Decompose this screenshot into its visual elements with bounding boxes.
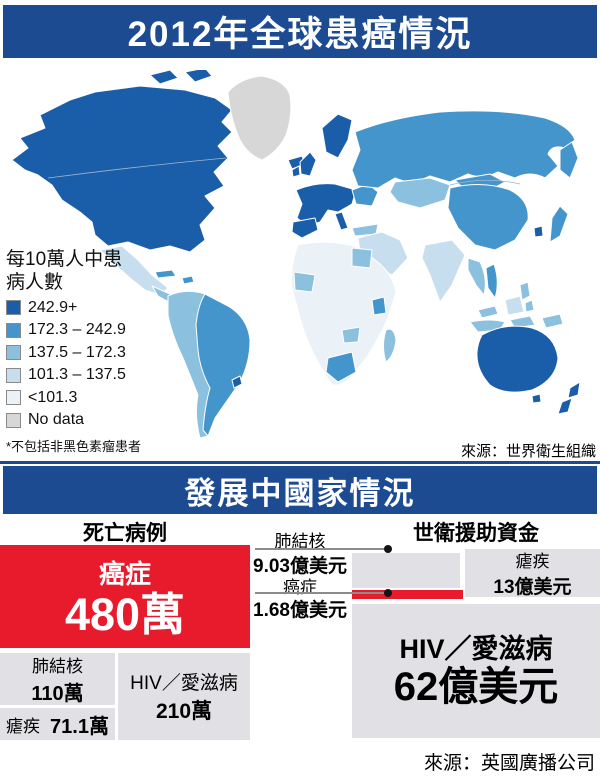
funding-malaria-value: 13億美元 bbox=[493, 577, 572, 598]
region-madagascar bbox=[383, 328, 397, 363]
funding-tb-callout-dot bbox=[384, 545, 392, 553]
legend-swatch-0 bbox=[6, 300, 21, 315]
region-ireland bbox=[291, 165, 301, 178]
funding-cancer-value: 1.68億美元 bbox=[253, 600, 347, 621]
section2-source: 來源：英國廣播公司 bbox=[423, 753, 595, 774]
map-legend: 每10萬人中患 病人數 242.9+ 172.3 – 242.9 137.5 –… bbox=[6, 248, 141, 455]
legend-item: 101.3 – 137.5 bbox=[6, 366, 141, 384]
deaths-heading: 死亡病例 bbox=[83, 522, 167, 545]
deaths-tb-box: 肺結核 110萬 bbox=[0, 653, 115, 705]
legend-label: <101.3 bbox=[28, 388, 78, 406]
region-south-korea bbox=[533, 225, 544, 238]
funding-heading: 世衛援助資金 bbox=[413, 522, 539, 545]
border-russia-china bbox=[449, 179, 521, 186]
deaths-hiv-box: HIV／愛滋病 210萬 bbox=[118, 653, 250, 740]
region-russia bbox=[351, 110, 576, 189]
region-south-america-east bbox=[195, 293, 251, 437]
region-vietnam bbox=[485, 263, 498, 299]
legend-swatch-5 bbox=[6, 412, 21, 428]
section2-title: 發展中國家情況 bbox=[184, 475, 416, 511]
legend-swatch-1 bbox=[6, 322, 21, 338]
legend-title-line2: 病人數 bbox=[6, 272, 64, 293]
deaths-cancer-box: 癌症 480萬 bbox=[0, 545, 250, 648]
region-tasmania bbox=[531, 393, 542, 404]
region-uk bbox=[299, 151, 317, 177]
deaths-hiv-value: 210萬 bbox=[155, 700, 213, 723]
region-myanmar bbox=[467, 257, 486, 296]
region-zambia bbox=[341, 326, 361, 344]
map-source: 來源：世界衛生組織 bbox=[460, 443, 596, 460]
region-kenya bbox=[371, 296, 387, 316]
deaths-cancer-value: 480萬 bbox=[64, 589, 186, 640]
funding-cancer-bar bbox=[352, 590, 463, 599]
deaths-tb-value: 110萬 bbox=[31, 683, 84, 705]
region-new-zealand bbox=[557, 381, 581, 415]
legend-title-line1: 每10萬人中患 bbox=[6, 249, 123, 270]
region-egypt bbox=[351, 247, 373, 269]
region-greenland bbox=[227, 75, 292, 161]
legend-item: 137.5 – 172.3 bbox=[6, 344, 141, 362]
region-india bbox=[421, 239, 466, 303]
region-scandinavia bbox=[321, 113, 353, 159]
region-china bbox=[447, 184, 529, 251]
legend-item: 242.9+ bbox=[6, 299, 141, 317]
legend-item: <101.3 bbox=[6, 389, 141, 407]
deaths-malaria-box: 瘧疾 71.1萬 bbox=[0, 708, 115, 740]
funding-tb-bar bbox=[352, 553, 460, 588]
legend-label: 242.9+ bbox=[28, 298, 78, 316]
funding-tb-callout-line bbox=[255, 548, 388, 550]
funding-malaria-box: 瘧疾 13億美元 bbox=[465, 549, 600, 598]
main-title-bar: 2012年全球患癌情況 bbox=[3, 5, 597, 58]
region-africa bbox=[291, 241, 397, 386]
region-kamchatka bbox=[559, 141, 579, 179]
region-central-asia bbox=[389, 177, 451, 209]
region-west-africa bbox=[293, 271, 316, 293]
legend-swatch-3 bbox=[6, 367, 21, 383]
deaths-cancer-label: 癌症 bbox=[98, 559, 151, 589]
legend-label: 172.3 – 242.9 bbox=[28, 321, 126, 338]
region-south-africa bbox=[325, 351, 357, 383]
main-title: 2012年全球患癌情況 bbox=[127, 15, 473, 54]
funding-cancer-callout-dot bbox=[384, 589, 392, 597]
legend-label: No data bbox=[28, 411, 85, 428]
region-papua-new-guinea bbox=[541, 313, 564, 329]
funding-tb-label: 肺結核 bbox=[274, 532, 326, 551]
deaths-tb-label: 肺結核 bbox=[32, 657, 83, 676]
region-caribbean bbox=[154, 269, 195, 285]
region-borneo bbox=[504, 295, 525, 316]
region-australia bbox=[476, 325, 559, 393]
funding-hiv-box: HIV／愛滋病 62億美元 bbox=[352, 604, 600, 738]
funding-hiv-value: 62億美元 bbox=[393, 665, 559, 709]
section-divider bbox=[0, 461, 600, 464]
deaths-malaria-label: 瘧疾 bbox=[6, 716, 41, 736]
region-italy bbox=[334, 211, 349, 231]
region-japan bbox=[549, 205, 569, 243]
deaths-hiv-label: HIV／愛滋病 bbox=[130, 673, 238, 694]
legend-item: No data bbox=[6, 411, 141, 429]
funding-tb-value: 9.03億美元 bbox=[253, 556, 347, 577]
legend-swatch-2 bbox=[6, 345, 21, 360]
region-uruguay bbox=[231, 375, 243, 389]
border-us-canada bbox=[47, 157, 227, 179]
region-philippines bbox=[519, 281, 535, 313]
region-malaysia bbox=[477, 305, 499, 319]
legend-label: 101.3 – 137.5 bbox=[28, 366, 126, 383]
legend-footnote: *不包括非黑色素瘤患者 bbox=[6, 439, 142, 454]
legend-label: 137.5 – 172.3 bbox=[28, 343, 126, 361]
funding-cancer-callout-line bbox=[255, 592, 388, 594]
funding-hiv-label: HIV／愛滋病 bbox=[399, 634, 553, 664]
region-spain bbox=[291, 217, 319, 239]
region-canadian-islands bbox=[149, 70, 213, 85]
legend-item: 172.3 – 242.9 bbox=[6, 321, 141, 339]
deaths-malaria-value: 71.1萬 bbox=[50, 715, 109, 738]
funding-malaria-label: 瘧疾 bbox=[515, 552, 550, 571]
section2-title-bar: 發展中國家情況 bbox=[3, 466, 597, 514]
world-map bbox=[11, 70, 581, 439]
legend-swatch-4 bbox=[6, 390, 21, 405]
